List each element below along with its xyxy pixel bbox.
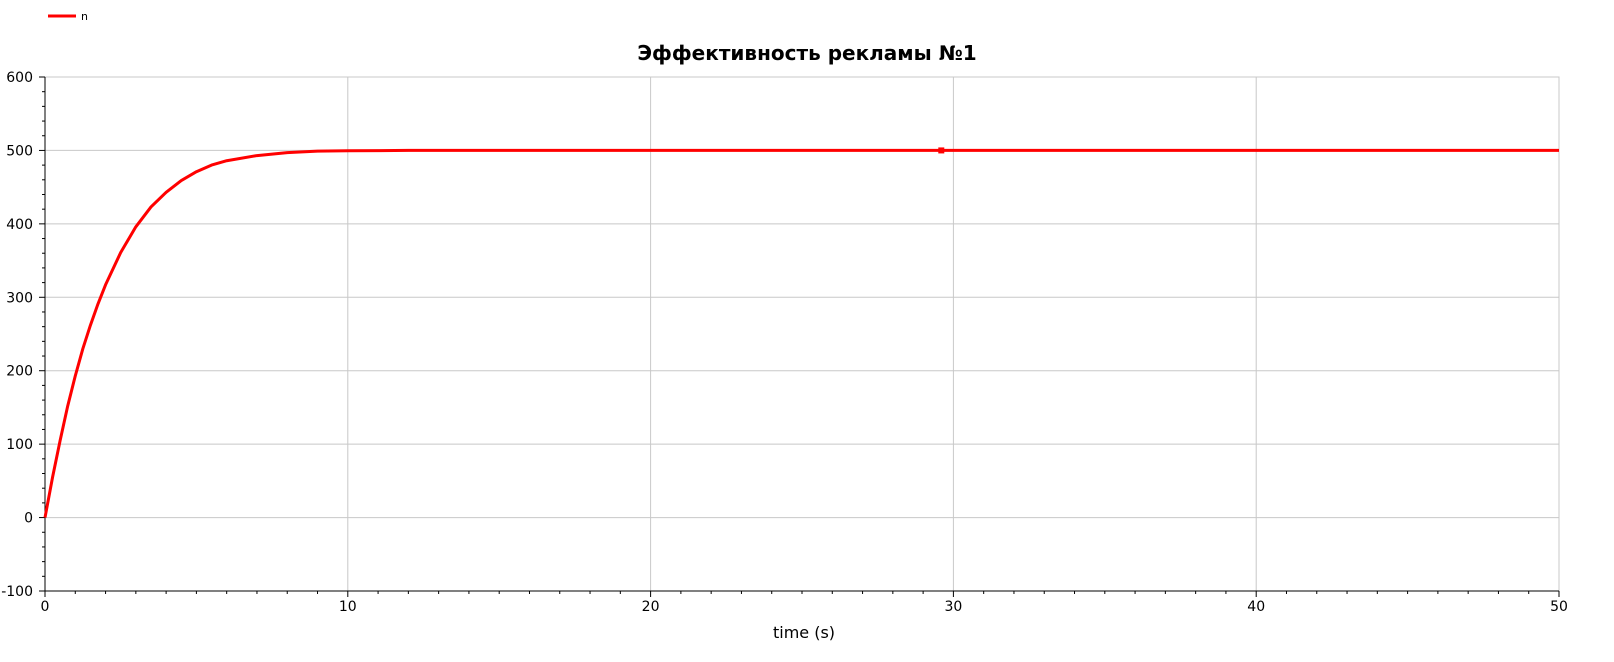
x-tick-label: 50 — [1550, 599, 1568, 615]
x-tick-label: 0 — [41, 599, 50, 615]
y-tick-label: -100 — [1, 584, 33, 600]
x-tick-labels: 0 10 20 30 40 50 — [41, 599, 1568, 615]
x-tick-label: 30 — [944, 599, 962, 615]
x-axis-label: time (s) — [773, 623, 835, 642]
y-tick-label: 500 — [6, 143, 33, 159]
minor-ticks — [39, 76, 1560, 597]
y-tick-label: 200 — [6, 364, 33, 380]
y-tick-label: 600 — [6, 70, 33, 86]
y-tick-label: 400 — [6, 217, 33, 233]
x-tick-label: 40 — [1247, 599, 1265, 615]
chart-title: Эффективность рекламы №1 — [637, 41, 976, 65]
series-line-n — [43, 148, 1559, 518]
legend-label-n: n — [81, 10, 88, 23]
y-tick-label: 0 — [24, 511, 33, 527]
x-tick-label: 10 — [339, 599, 357, 615]
series-marker — [938, 147, 945, 154]
y-tick-labels: -100 0 100 200 300 400 500 600 — [1, 70, 33, 600]
legend: n — [48, 10, 88, 23]
y-tick-label: 100 — [6, 437, 33, 453]
y-tick-label: 300 — [6, 290, 33, 306]
series-layer — [43, 147, 1559, 518]
x-tick-label: 20 — [642, 599, 660, 615]
